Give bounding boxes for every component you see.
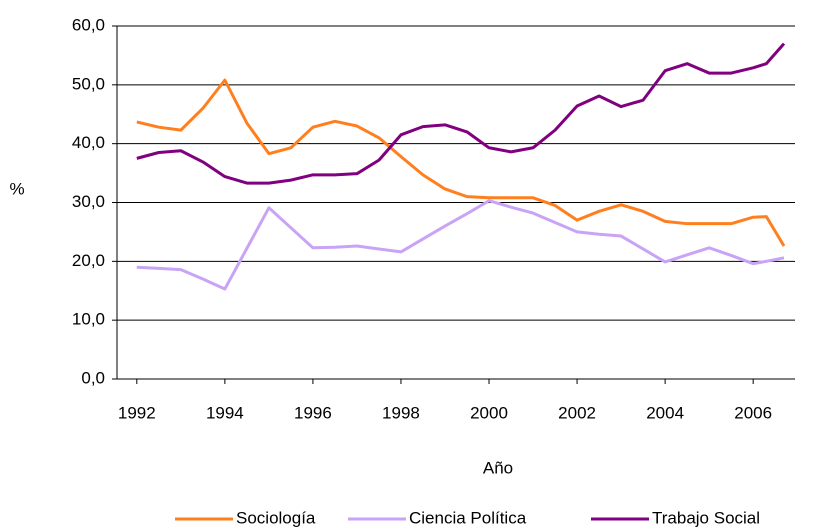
x-tick-label: 1996: [294, 403, 332, 422]
x-tick-label: 2006: [734, 403, 772, 422]
y-tick-label: 50,0: [72, 74, 105, 93]
x-tick-label: 2004: [646, 403, 684, 422]
y-tick-label: 20,0: [72, 251, 105, 270]
y-tick-label: 10,0: [72, 310, 105, 329]
x-tick-label: 1992: [118, 403, 156, 422]
y-tick-label: 30,0: [72, 192, 105, 211]
y-tick-label: 40,0: [72, 133, 105, 152]
x-tick-label: 2002: [558, 403, 596, 422]
legend-label: Sociología: [236, 508, 316, 527]
series-line: [136, 78, 786, 247]
series-line: [136, 42, 786, 185]
x-tick-label: 1994: [206, 403, 244, 422]
legend-label: Trabajo Social: [652, 508, 760, 527]
x-axis-label: Año: [483, 458, 513, 477]
x-tick-label: 2000: [470, 403, 508, 422]
y-tick-label: 0,0: [81, 368, 105, 387]
series-line: [136, 199, 785, 291]
y-axis-label: %: [9, 179, 24, 198]
y-tick-label: 60,0: [72, 15, 105, 34]
x-tick-label: 1998: [382, 403, 420, 422]
legend-label: Ciencia Política: [409, 508, 527, 527]
